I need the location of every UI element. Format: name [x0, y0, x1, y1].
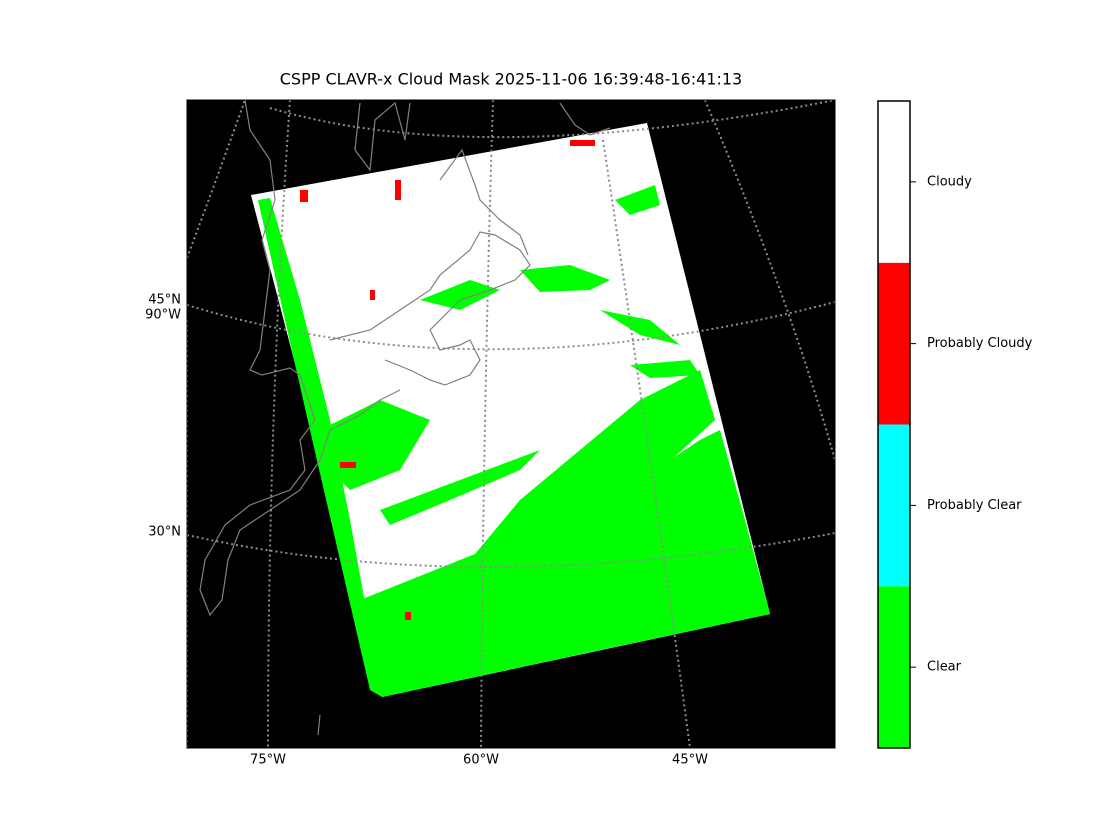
- lon-label: 75°W: [250, 753, 286, 768]
- colorbar-segment: [878, 262, 910, 425]
- colorbar-label: Probably Clear: [927, 498, 1022, 513]
- coastlines: [199, 100, 611, 736]
- graticule: [187, 100, 835, 748]
- colorbar-label: Cloudy: [927, 174, 972, 189]
- colorbar-frame: [877, 100, 911, 749]
- lon-label: 60°W: [463, 753, 499, 768]
- colorbar-segment: [878, 424, 910, 587]
- title: CSPP CLAVR-x Cloud Mask 2025-11-06 16:39…: [280, 70, 742, 89]
- colorbar: Clear Probably Clear Probably Cloudy Cloudy: [877, 100, 1033, 749]
- lon-label: 90°W: [145, 308, 181, 323]
- cloudy-specks: [300, 140, 595, 620]
- lon-label: 45°W: [672, 753, 708, 768]
- colorbar-label: Probably Cloudy: [927, 336, 1033, 351]
- lat-label: 45°N: [148, 293, 181, 308]
- clear-areas: [258, 185, 770, 697]
- lat-label: 30°N: [148, 525, 181, 540]
- colorbar-label: Clear: [927, 660, 962, 675]
- colorbar-segment: [878, 586, 910, 748]
- colorbar-segment: [878, 101, 910, 263]
- map-frame: [186, 99, 836, 749]
- map-area: [187, 100, 835, 748]
